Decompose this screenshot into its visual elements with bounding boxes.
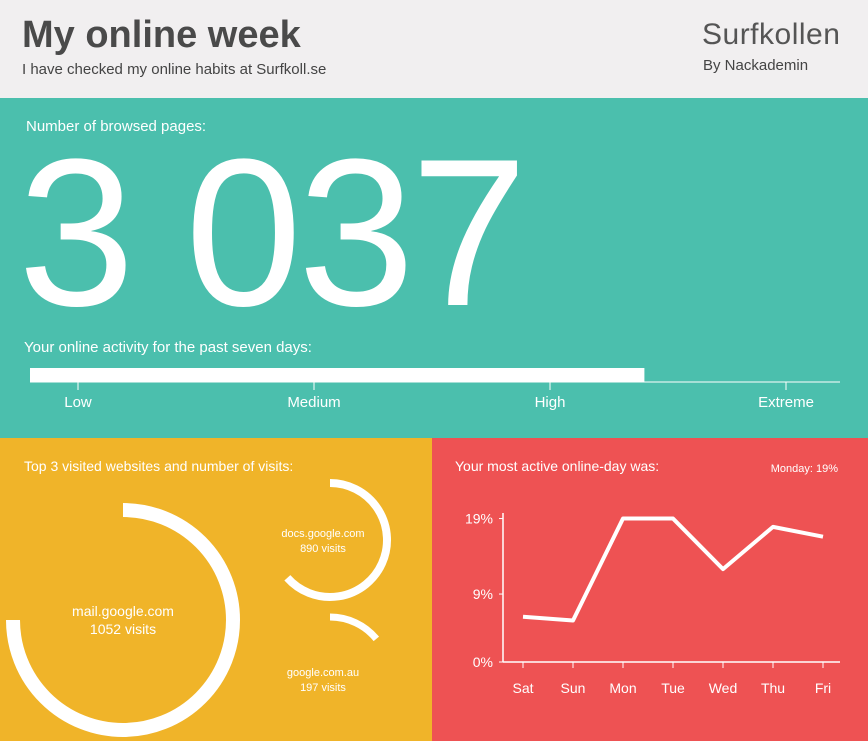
pages-label: Number of browsed pages: bbox=[26, 118, 207, 135]
big-number: 3 037 bbox=[18, 115, 528, 350]
activity-label: Your online activity for the past seven … bbox=[24, 339, 312, 356]
subtitle: I have checked my online habits at Surfk… bbox=[22, 61, 327, 78]
y-tick-label: 19% bbox=[465, 511, 493, 527]
site-name: docs.google.com bbox=[281, 528, 364, 540]
header bbox=[0, 0, 868, 98]
x-tick-label: Fri bbox=[815, 680, 831, 696]
activity-level: Low bbox=[64, 394, 92, 411]
activity-level: Extreme bbox=[758, 394, 814, 411]
chart-title: Your most active online-day was: bbox=[455, 458, 659, 474]
x-tick-label: Sat bbox=[512, 680, 533, 696]
y-tick-label: 9% bbox=[473, 586, 493, 602]
activity-level: Medium bbox=[287, 394, 340, 411]
site-arc bbox=[329, 613, 380, 642]
chart-annotation: Monday: 19% bbox=[771, 463, 838, 475]
activity-bar bbox=[30, 368, 645, 382]
day-panel bbox=[432, 438, 868, 741]
activity-level: High bbox=[535, 394, 566, 411]
site-name: mail.google.com bbox=[72, 603, 174, 619]
x-tick-label: Sun bbox=[561, 680, 586, 696]
site-arc bbox=[6, 503, 240, 737]
site-arc bbox=[284, 479, 391, 601]
title: My online week bbox=[22, 14, 301, 56]
line bbox=[522, 516, 824, 623]
site-name: google.com.au bbox=[287, 667, 359, 679]
logo: Surfkollen bbox=[702, 18, 841, 51]
x-tick-label: Wed bbox=[709, 680, 738, 696]
site-visits: 197 visits bbox=[300, 682, 346, 694]
byline: By Nackademin bbox=[703, 57, 809, 74]
site-visits: 1052 visits bbox=[90, 621, 156, 637]
x-tick-label: Mon bbox=[609, 680, 636, 696]
x-tick-label: Thu bbox=[761, 680, 785, 696]
y-tick-label: 0% bbox=[473, 654, 493, 670]
sites-label: Top 3 visited websites and number of vis… bbox=[24, 458, 293, 474]
site-visits: 890 visits bbox=[300, 543, 346, 555]
x-tick-label: Tue bbox=[661, 680, 685, 696]
